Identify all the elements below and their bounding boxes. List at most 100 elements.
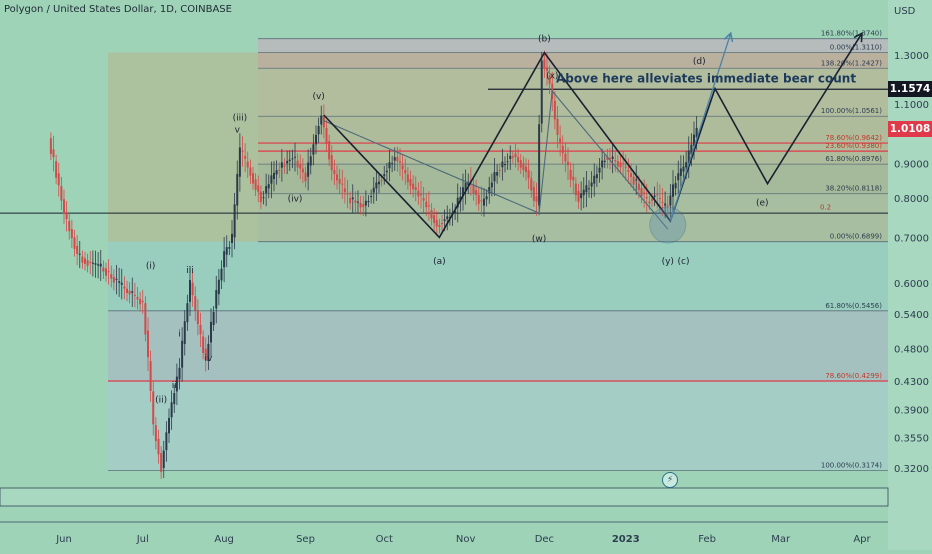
wave-label: iv [204,354,213,364]
candle-body [86,260,89,266]
candle-body [267,184,270,189]
candle-body [690,144,693,155]
candle-body [199,324,202,335]
symbol-title: Polygon / United States Dollar, 1D, COIN… [4,4,232,15]
candle-body [417,190,420,197]
wave-label: (d) [693,57,706,67]
lightning-icon[interactable]: ⚡ [662,472,678,488]
wave-label: (e) [756,199,769,209]
candle-body [91,262,94,264]
candle-body [525,166,527,172]
candle-body [312,144,315,155]
annotation-text: Above here alleviates immediate bear cou… [556,72,856,86]
wave-y-circle [649,206,687,244]
candle-body [611,156,614,160]
candle-body [317,126,320,135]
candle-body [325,127,328,145]
candle-body [561,145,564,154]
price-tick-label: 0.4800 [894,345,929,356]
wave-label: (b) [538,35,551,45]
candle-body [427,205,430,207]
candle-body [538,124,541,206]
fib-label: 0.00%(0.6899) [830,233,882,241]
time-tick-label: Mar [771,534,791,545]
candle-body [601,160,604,168]
currency-label: USD [894,6,916,17]
candle-body [367,201,370,203]
candle-body [388,162,391,169]
candle-body [99,263,102,267]
candle-body [498,169,501,171]
price-tick-label: 0.6000 [894,279,929,290]
candle-body [349,198,352,204]
fib-band [108,241,888,311]
candle-body [464,182,467,191]
fib-label: 23.60%(0.9380) [825,142,882,150]
candle-body [653,195,656,197]
wave-label: (v) [312,92,324,102]
candle-body [165,432,168,451]
price-tick-label: 0.3900 [894,406,929,417]
candle-body [490,182,493,188]
candle-body [110,274,113,279]
candle-body [378,181,380,185]
current-price-tag: 1.1574 [888,81,932,98]
candle-body [590,182,593,187]
candle-body [160,453,163,472]
candle-body [97,264,100,266]
candle-body [346,193,349,195]
candle-body [136,296,139,300]
candle-body [553,100,556,120]
candle-body [651,199,653,201]
candle-body [262,197,265,199]
candle-body [320,115,323,125]
candle-body [307,162,310,177]
candle-body [273,172,275,180]
candle-body [535,196,538,202]
candle-body [443,219,446,222]
candle-body [57,173,60,186]
fib-label: 78.60%(0.9642) [825,134,882,142]
wave-label: v [235,125,241,135]
candle-body [84,258,86,264]
candle-body [433,215,436,224]
candle-body [567,161,569,166]
candle-body [118,281,121,283]
candle-body [485,196,488,200]
candle-body [170,402,173,418]
candle-body [291,158,294,160]
candle-body [202,336,205,354]
candle-body [595,174,598,179]
candle-body [123,286,126,289]
candle-body [509,155,512,160]
candle-body [682,166,685,172]
wave-label: (i) [146,261,156,271]
fib-label: 78.60%(0.4299) [825,372,882,380]
candle-body [530,178,533,191]
candle-body [420,194,422,196]
candle-body [252,173,254,184]
candle-body [241,150,244,152]
candle-body [559,138,562,144]
candle-body [189,280,191,302]
candle-body [582,189,585,196]
price-tick-label: 0.3200 [894,464,929,475]
candle-body [68,221,71,232]
candle-body [244,156,247,159]
candle-body [666,205,669,207]
candle-body [175,376,178,392]
candle-body [540,60,543,124]
wave-label: (x) [546,72,558,82]
candle-body [55,161,58,178]
price-tick-label: 1.1000 [894,100,929,111]
candle-body [102,267,105,272]
candle-body [609,157,611,160]
candle-body [648,201,651,204]
candle-body [362,204,365,208]
candle-body [354,200,357,203]
candle-body [333,169,336,175]
candle-body [593,175,596,184]
fib-label: 61.80%(0.5456) [825,302,882,310]
